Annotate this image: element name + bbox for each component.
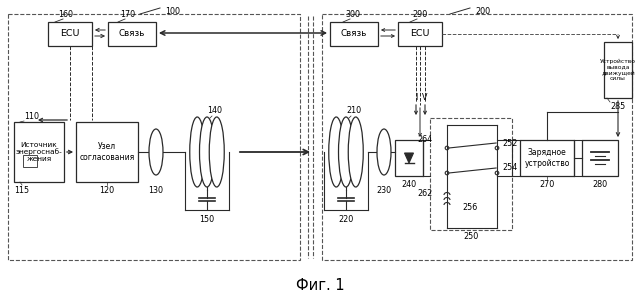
Text: 140: 140 [207, 106, 223, 115]
Ellipse shape [200, 117, 214, 187]
Polygon shape [404, 153, 413, 163]
Text: Зарядное
устройство: Зарядное устройство [524, 148, 570, 168]
Text: 200: 200 [475, 7, 490, 16]
Text: Устройство
вывода
движущей
силы: Устройство вывода движущей силы [600, 59, 636, 81]
Ellipse shape [189, 117, 205, 187]
Bar [322, 14, 632, 260]
Bar [330, 22, 378, 46]
Text: 264: 264 [418, 135, 433, 145]
Text: 230: 230 [376, 186, 392, 195]
Text: 262: 262 [418, 189, 433, 198]
Text: 170: 170 [120, 10, 135, 19]
Text: 240: 240 [401, 180, 417, 189]
Text: 100: 100 [165, 7, 180, 16]
Text: 120: 120 [99, 186, 115, 195]
Bar [604, 42, 632, 98]
Text: 115: 115 [15, 186, 29, 195]
Text: Источник
энергоснаб-
жения: Источник энергоснаб- жения [15, 141, 62, 162]
Text: Связь: Связь [119, 29, 145, 39]
Text: 160: 160 [58, 10, 73, 19]
Text: 254: 254 [502, 164, 517, 173]
Bar [23, 155, 37, 167]
Text: 150: 150 [200, 215, 214, 224]
Text: ECU: ECU [60, 29, 80, 39]
Text: 256: 256 [462, 203, 477, 211]
Text: V: V [422, 94, 428, 102]
Text: 220: 220 [339, 215, 354, 224]
Bar [395, 140, 423, 176]
Ellipse shape [377, 129, 391, 175]
Bar [430, 118, 512, 230]
Text: Связь: Связь [341, 29, 367, 39]
Text: 285: 285 [611, 102, 626, 111]
Bar [398, 22, 442, 46]
Bar [520, 140, 574, 176]
Text: 270: 270 [540, 180, 555, 189]
Bar [14, 122, 64, 182]
Ellipse shape [209, 117, 224, 187]
Bar [582, 140, 618, 176]
Text: 252: 252 [502, 138, 517, 148]
Bar [108, 22, 156, 46]
Text: Узел
согласования: Узел согласования [79, 142, 134, 162]
Text: 130: 130 [148, 186, 163, 195]
Text: 280: 280 [593, 180, 607, 189]
Text: 210: 210 [346, 106, 362, 115]
Text: I: I [415, 94, 417, 102]
Ellipse shape [348, 117, 364, 187]
Bar [8, 14, 300, 260]
Text: 250: 250 [463, 232, 479, 241]
Text: 300: 300 [345, 10, 360, 19]
Ellipse shape [339, 117, 353, 187]
Text: 110: 110 [24, 112, 40, 121]
Bar [76, 122, 138, 182]
Bar [48, 22, 92, 46]
Ellipse shape [329, 117, 344, 187]
Text: Фиг. 1: Фиг. 1 [296, 277, 344, 293]
Ellipse shape [149, 129, 163, 175]
Text: 290: 290 [412, 10, 428, 19]
Text: ECU: ECU [410, 29, 429, 39]
